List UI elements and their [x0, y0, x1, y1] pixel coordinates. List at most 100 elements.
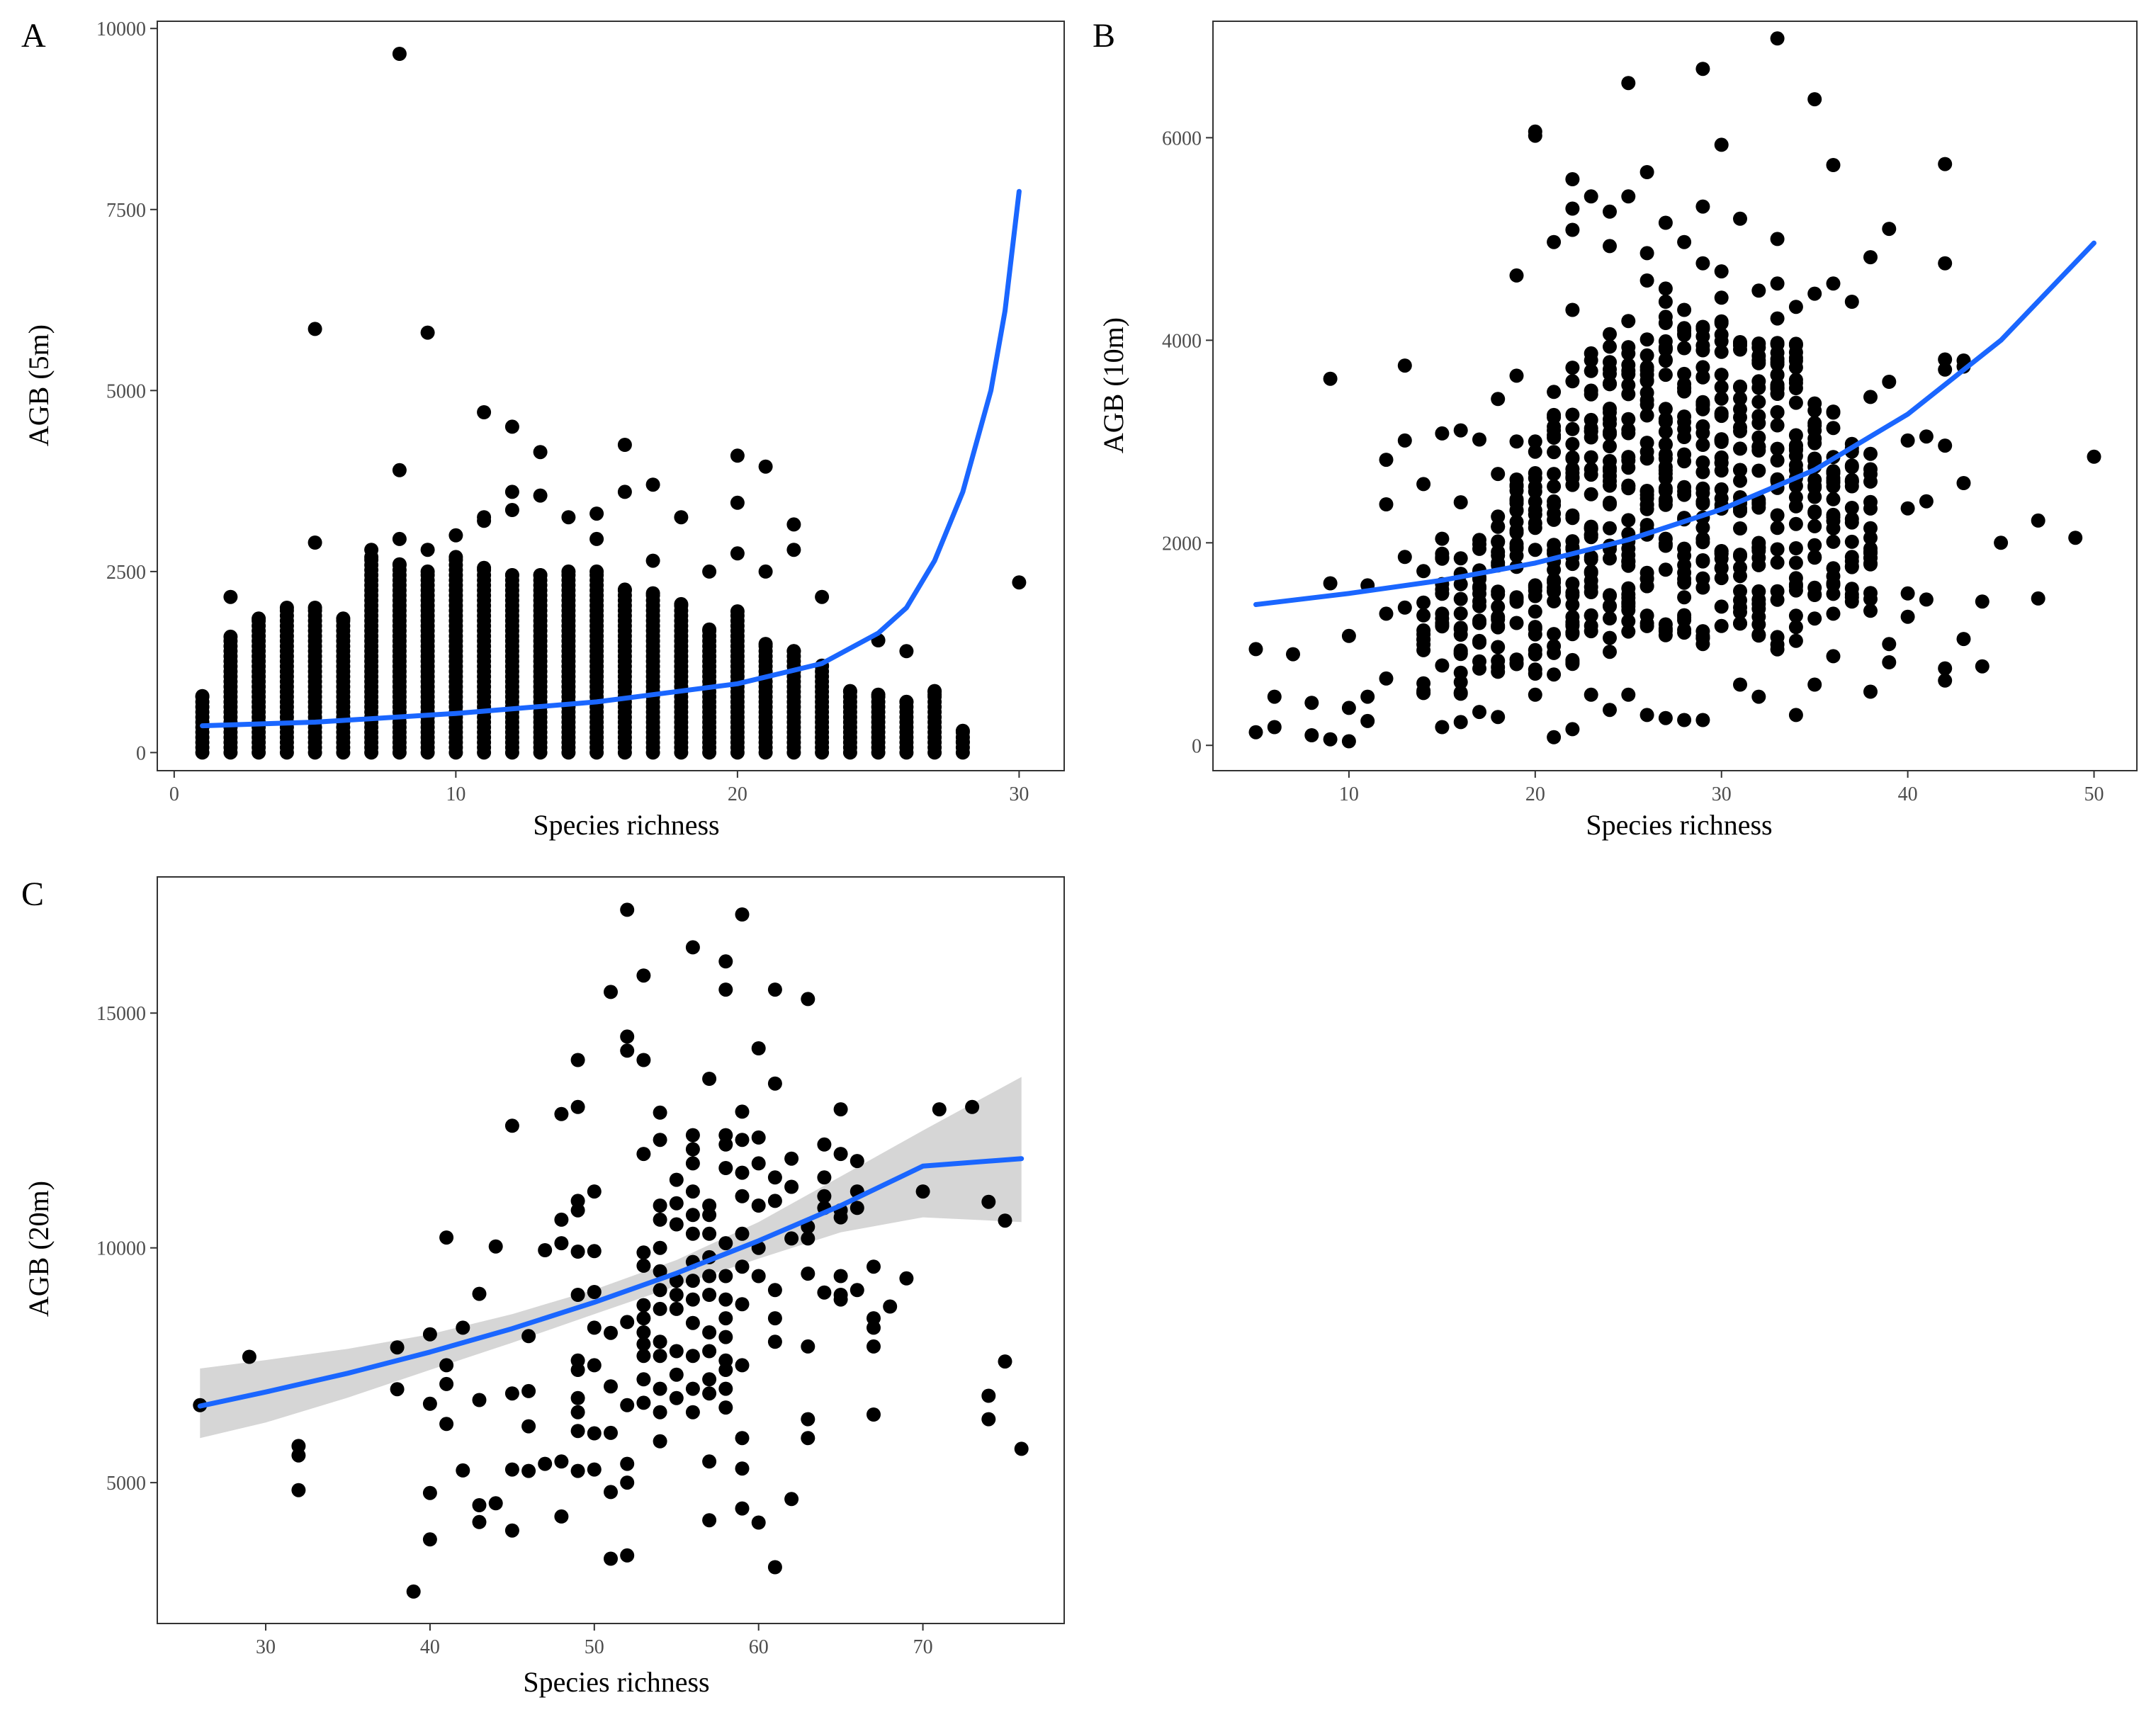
data-point-b: [1547, 627, 1562, 642]
data-point-a: [955, 735, 970, 749]
data-point-b: [1788, 463, 1803, 477]
data-point-b: [1603, 402, 1617, 416]
data-point-b: [1584, 468, 1598, 482]
data-point-c: [570, 1363, 585, 1377]
points-a: [195, 47, 1027, 760]
data-point-b: [1677, 366, 1692, 381]
data-point-a: [307, 601, 322, 615]
data-point-c: [587, 1285, 602, 1299]
data-point-a: [392, 47, 407, 61]
data-point-b: [1565, 722, 1580, 737]
data-point-c: [570, 1245, 585, 1259]
data-point-c: [472, 1498, 487, 1512]
data-point-b: [1677, 302, 1692, 317]
data-point-b: [1788, 300, 1803, 314]
data-point-b: [1547, 234, 1562, 249]
data-point-b: [1639, 436, 1654, 450]
data-point-b: [1248, 725, 1263, 740]
data-point-b: [1565, 407, 1580, 422]
data-point-a: [477, 560, 492, 575]
data-point-c: [718, 1400, 733, 1415]
data-point-a: [758, 564, 773, 579]
data-point-b: [1733, 338, 1747, 353]
data-point-b: [1565, 201, 1580, 216]
data-point-b: [1453, 645, 1468, 659]
data-point-c: [702, 1208, 717, 1223]
data-point-b: [1938, 661, 1953, 676]
data-point-b: [1788, 499, 1803, 514]
fit-line-b: [1253, 240, 2096, 607]
data-point-b: [1844, 534, 1859, 549]
data-point-b: [1323, 371, 1338, 386]
data-point-c: [817, 1189, 832, 1203]
y-tick-label-b: 6000: [1162, 128, 1202, 149]
data-point-a: [561, 564, 576, 579]
data-point-b: [1453, 606, 1468, 621]
data-point-a: [195, 688, 210, 703]
data-point-b: [1547, 730, 1562, 744]
x-tick-label-c: 40: [420, 1636, 440, 1658]
data-point-b: [1882, 655, 1897, 669]
data-point-c: [521, 1419, 536, 1434]
data-point-c: [521, 1383, 536, 1398]
data-point-a: [899, 694, 914, 709]
data-point-c: [570, 1203, 585, 1218]
data-point-b: [1658, 316, 1673, 330]
data-point-c: [422, 1396, 437, 1411]
data-point-b: [1826, 473, 1841, 488]
data-point-c: [1014, 1441, 1029, 1456]
data-point-b: [2087, 449, 2101, 464]
data-point-b: [1547, 445, 1562, 460]
data-point-c: [685, 1208, 700, 1223]
data-point-b: [1603, 416, 1617, 431]
data-point-b: [1975, 659, 1989, 674]
data-point-b: [1603, 630, 1617, 645]
data-point-b: [1788, 579, 1803, 594]
data-point-b: [1472, 432, 1486, 447]
data-point-b: [1863, 684, 1878, 699]
data-point-b: [1491, 653, 1506, 668]
data-point-b: [1733, 463, 1747, 477]
data-point-b: [1528, 543, 1542, 557]
data-point-b: [1416, 477, 1431, 492]
data-point-a: [364, 543, 379, 557]
data-point-b: [1621, 363, 1636, 378]
data-point-c: [735, 1461, 750, 1476]
data-point-c: [883, 1299, 898, 1314]
data-point-b: [1677, 565, 1692, 580]
data-point-c: [570, 1424, 585, 1439]
data-point-c: [554, 1106, 569, 1121]
data-point-b: [1528, 128, 1542, 143]
data-point-b: [1639, 408, 1654, 423]
data-point-b: [1788, 448, 1803, 463]
data-point-b: [1639, 332, 1654, 347]
data-point-b: [1658, 281, 1673, 296]
data-point-b: [1603, 645, 1617, 659]
data-point-c: [439, 1358, 454, 1373]
data-point-b: [1695, 520, 1710, 535]
panel-a: A 0 10 20 30 0 2500 5000 7500 10000 Species rich…: [21, 17, 1065, 841]
data-point-b: [1714, 316, 1729, 331]
data-point-b: [1807, 423, 1822, 438]
data-point-b: [1677, 381, 1692, 395]
data-point-b: [2031, 513, 2045, 528]
data-point-b: [1565, 585, 1580, 600]
data-point-b: [1416, 627, 1431, 642]
data-point-c: [439, 1230, 454, 1245]
data-point-c: [653, 1301, 667, 1316]
data-point-b: [1584, 585, 1598, 599]
data-point-b: [1826, 510, 1841, 525]
data-point-b: [1956, 632, 1971, 647]
data-point-c: [801, 1339, 815, 1354]
data-point-b: [1286, 647, 1300, 662]
data-point-c: [653, 1349, 667, 1364]
y-tick-label-b: 0: [1192, 735, 1202, 757]
data-point-c: [504, 1523, 519, 1538]
data-point-b: [1658, 368, 1673, 382]
data-point-c: [685, 1292, 700, 1307]
data-point-b: [1751, 543, 1766, 558]
data-point-b: [1509, 504, 1524, 518]
data-point-c: [653, 1283, 667, 1298]
data-point-b: [1658, 710, 1673, 725]
data-point-b: [1919, 592, 1934, 607]
